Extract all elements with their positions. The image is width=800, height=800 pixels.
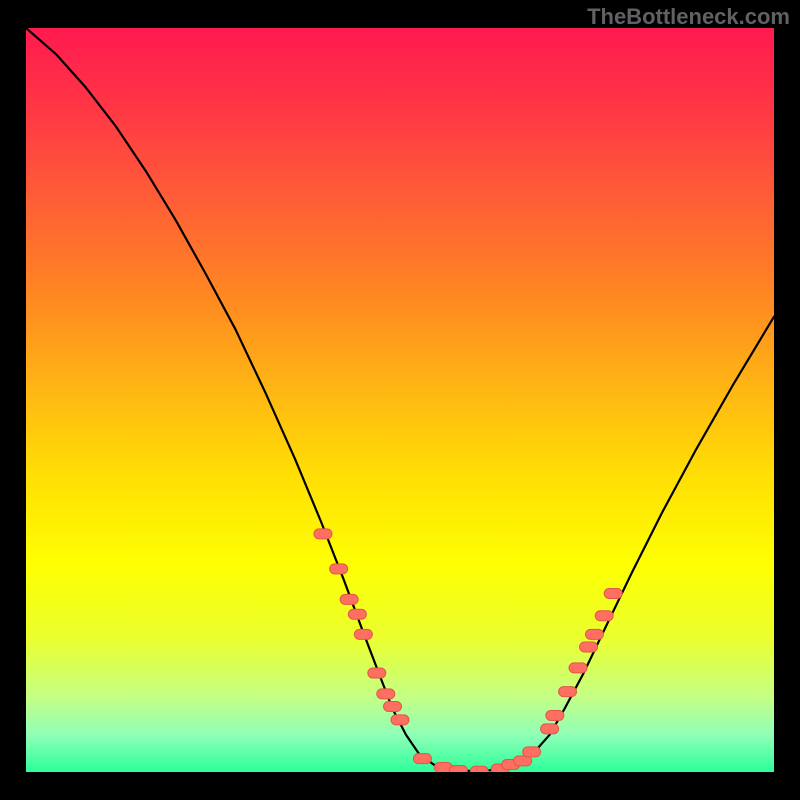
marker-left: [330, 564, 348, 574]
marker-bottom: [523, 747, 541, 757]
marker-right: [559, 687, 577, 697]
chart-svg: [26, 28, 774, 772]
marker-right: [595, 611, 613, 621]
marker-left: [377, 689, 395, 699]
bottleneck-curve: [26, 28, 774, 771]
marker-bottom: [449, 766, 467, 772]
marker-left: [391, 715, 409, 725]
marker-left: [354, 629, 372, 639]
marker-bottom: [470, 766, 488, 772]
marker-right: [580, 642, 598, 652]
marker-bottom: [413, 754, 431, 764]
marker-right: [541, 724, 559, 734]
marker-right: [546, 710, 564, 720]
watermark-text: TheBottleneck.com: [587, 4, 790, 30]
marker-right: [569, 663, 587, 673]
marker-right: [604, 588, 622, 598]
chart-root: TheBottleneck.com: [0, 0, 800, 800]
marker-left: [348, 609, 366, 619]
marker-left: [340, 594, 358, 604]
marker-left: [384, 702, 402, 712]
marker-left: [368, 668, 386, 678]
marker-left: [314, 529, 332, 539]
plot-area: [26, 28, 774, 772]
marker-right: [585, 629, 603, 639]
